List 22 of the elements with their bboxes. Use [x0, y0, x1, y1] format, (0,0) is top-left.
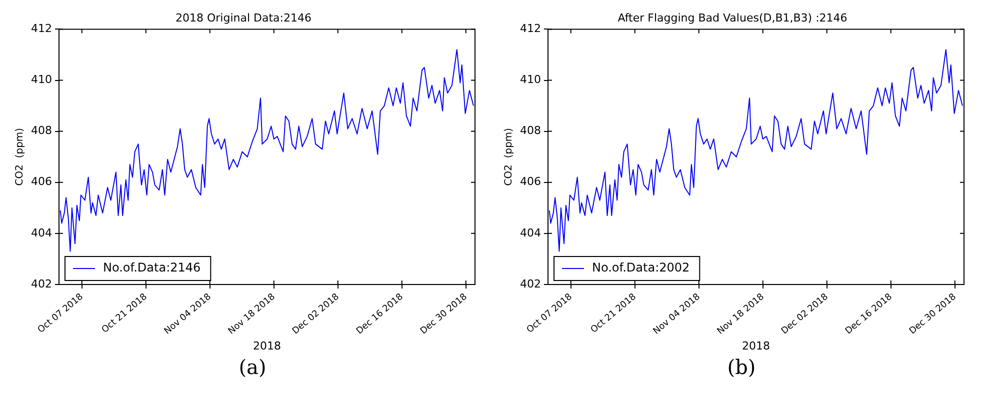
chart-title: 2018 Original Data:2146: [176, 11, 312, 24]
y-tick-label: 406: [30, 175, 52, 188]
y-tick-label: 410: [520, 73, 541, 86]
y-axis-title: CO2 (ppm): [14, 128, 26, 186]
y-tick-label: 406: [520, 175, 541, 188]
legend-label: No.of.Data:2002: [592, 260, 690, 275]
text: (a): [238, 355, 268, 379]
y-tick-label: 404: [520, 226, 541, 240]
y-axis-title: CO2 (ppm): [504, 128, 515, 186]
y-tick-label: 404: [30, 226, 52, 240]
y-tick-label: 408: [30, 124, 52, 138]
chart-title: After Flagging Bad Values(D,B1,B3) :2146: [618, 11, 848, 24]
y-tick-label: 408: [520, 124, 541, 138]
x-axis-title: 2018: [253, 339, 281, 352]
y-tick-label: 410: [30, 73, 52, 86]
y-tick-label: 402: [520, 277, 541, 290]
y-tick-label: 402: [30, 277, 52, 290]
legend-label: No.of.Data:2146: [102, 260, 201, 275]
y-tick-label: 412: [520, 22, 541, 36]
x-axis-title: 2018: [742, 339, 770, 352]
y-tick-label: 412: [30, 22, 52, 36]
text: (b): [726, 355, 757, 379]
